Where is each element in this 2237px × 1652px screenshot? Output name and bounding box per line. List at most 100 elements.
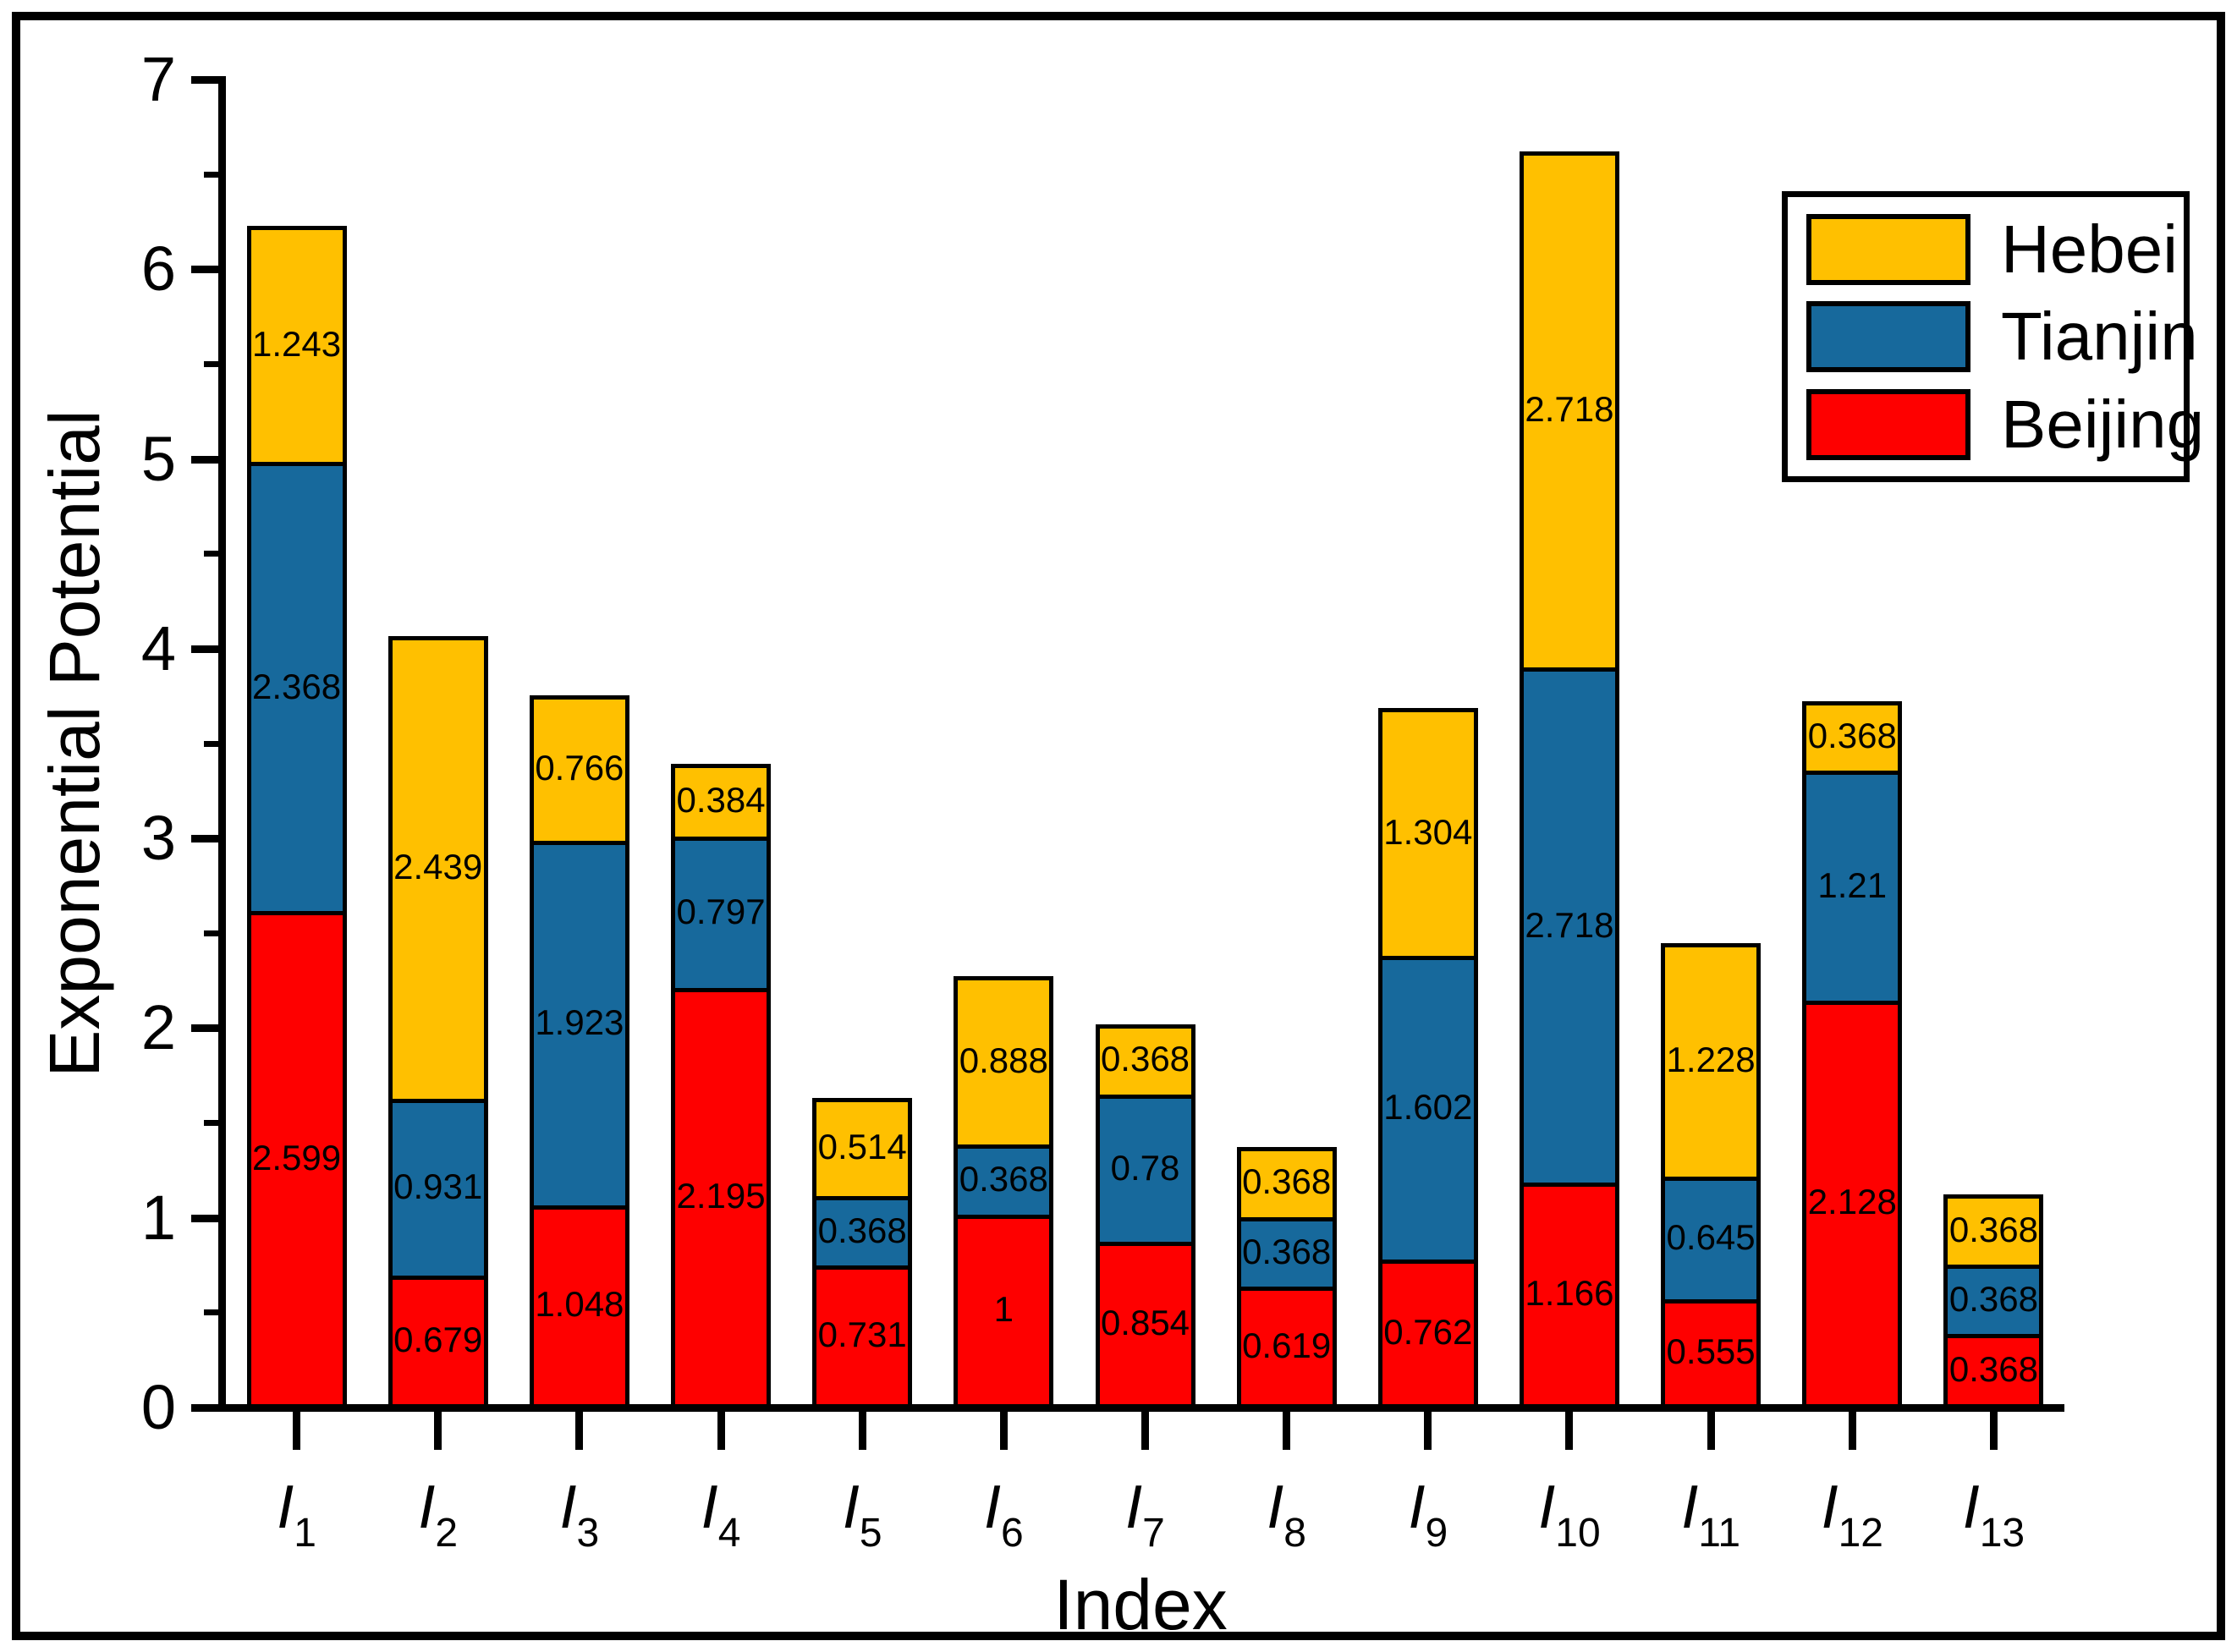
x-category-label: I1 (277, 1474, 316, 1556)
bar-segment-label: 0.766 (535, 747, 624, 788)
x-category-label: I12 (1821, 1474, 1883, 1556)
bar-segment-label: 0.368 (817, 1210, 907, 1250)
x-category-label: I11 (1681, 1474, 1741, 1556)
x-tick (1848, 1412, 1856, 1450)
bar-segment-hebei (1377, 708, 1478, 960)
legend: Hebei Tianjin Beijing (1782, 191, 2204, 482)
legend-row-hebei: Hebei (1806, 209, 2184, 290)
bar-segment-tianjin (671, 836, 772, 992)
y-axis-spine (218, 76, 226, 1412)
bar-segment-label: 2.128 (1807, 1182, 1897, 1222)
y-tick-label: 6 (140, 233, 176, 305)
bar-segment-label: 1.304 (1383, 811, 1473, 852)
bar-segment-hebei (1661, 943, 1762, 1181)
bar-segment-label: 0.645 (1666, 1217, 1756, 1258)
bar-segment-label: 0.555 (1666, 1331, 1756, 1371)
bar-segment-tianjin (1095, 1094, 1195, 1247)
bar-segment-hebei (1943, 1194, 2044, 1269)
bar-segment-label: 0.854 (1100, 1303, 1190, 1343)
bar-segment-beijing (529, 1205, 629, 1408)
x-category-label: I13 (1962, 1474, 2025, 1556)
bar-segment-tianjin (246, 461, 347, 916)
x-tick (999, 1412, 1008, 1450)
bar-segment-hebei (246, 226, 347, 466)
bar-segment-label: 0.368 (1948, 1348, 2038, 1389)
x-tick (434, 1412, 442, 1450)
x-tick (717, 1412, 725, 1450)
bar-segment-label: 0.931 (393, 1166, 483, 1207)
y-minor-tick (204, 930, 218, 936)
x-tick (293, 1412, 301, 1450)
x-category-label: I6 (983, 1474, 1024, 1556)
y-minor-tick (204, 551, 218, 557)
x-tick (1424, 1412, 1432, 1450)
bar-segment-tianjin (1519, 667, 1619, 1188)
bar-segment-hebei (1236, 1147, 1337, 1221)
y-major-tick (191, 76, 218, 84)
legend-label: Tianjin (2001, 299, 2198, 374)
y-minor-tick (204, 360, 218, 367)
bar-segment-beijing (1802, 1000, 1903, 1408)
bar-segment-hebei (1519, 151, 1619, 672)
y-minor-tick (204, 740, 218, 747)
bar-segment-hebei (671, 763, 772, 841)
x-category-label: I8 (1267, 1474, 1306, 1556)
bar-segment-label: 2.195 (676, 1175, 766, 1216)
bar-segment-label: 0.888 (959, 1040, 1048, 1080)
bar-segment-label: 0.619 (1242, 1325, 1332, 1365)
legend-row-tianjin: Tianjin (1806, 296, 2198, 377)
bar-segment-label: 0.368 (959, 1159, 1048, 1199)
y-tick-label: 2 (140, 992, 176, 1063)
bar-segment-label: 0.78 (1110, 1147, 1180, 1188)
y-tick-label: 7 (140, 44, 176, 114)
bar-segment-beijing (246, 911, 347, 1408)
bar-segment-beijing (1236, 1287, 1337, 1408)
bar-segment-label: 0.368 (1948, 1209, 2038, 1249)
bar-segment-label: 0.368 (1242, 1231, 1332, 1271)
bar-segment-label: 1.602 (1383, 1087, 1473, 1128)
bar-segment-tianjin (1661, 1176, 1762, 1303)
bar-segment-beijing (1095, 1242, 1195, 1408)
y-tick-label: 0 (140, 1372, 176, 1442)
bar-segment-label: 0.384 (676, 779, 766, 820)
bar-segment-tianjin (387, 1098, 488, 1280)
bar-segment-label: 0.368 (1948, 1279, 2038, 1320)
y-minor-tick (204, 1309, 218, 1316)
x-category-label: I2 (418, 1474, 459, 1556)
x-tick (1283, 1412, 1291, 1450)
bar-segment-beijing (671, 987, 772, 1408)
bar-segment-label: 1 (993, 1288, 1014, 1329)
x-tick (858, 1412, 866, 1450)
bar-segment-hebei (1095, 1024, 1195, 1099)
legend-label: Hebei (2001, 211, 2179, 287)
bar-segment-label: 0.762 (1383, 1311, 1473, 1352)
legend-swatch-hebei (1806, 213, 1970, 285)
bar-segment-label: 1.923 (535, 1002, 624, 1043)
bar-segment-label: 2.718 (1525, 389, 1614, 430)
x-category-label: I4 (701, 1474, 741, 1556)
x-category-label: I10 (1538, 1474, 1601, 1556)
bar-segment-label: 1.21 (1817, 865, 1888, 906)
bar-segment-label: 0.731 (817, 1314, 907, 1355)
legend-swatch-tianjin (1806, 301, 1970, 372)
x-tick (1707, 1412, 1715, 1450)
legend-label: Beijing (2001, 386, 2205, 462)
bar-segment-label: 1.243 (252, 323, 342, 364)
bar-segment-label: 0.368 (1100, 1039, 1190, 1079)
y-tick-label: 1 (140, 1182, 176, 1253)
y-minor-tick (204, 1120, 218, 1127)
y-minor-tick (204, 171, 218, 178)
bar-segment-label: 2.439 (393, 847, 483, 887)
bar-segment-label: 2.368 (252, 666, 342, 706)
y-major-tick (191, 645, 218, 653)
y-major-tick (191, 266, 218, 274)
bar-segment-hebei (529, 694, 629, 845)
y-major-tick (191, 1214, 218, 1222)
x-category-label: I5 (842, 1474, 882, 1556)
bar-segment-label: 0.797 (676, 892, 766, 932)
bar-segment-tianjin (1377, 955, 1478, 1265)
bar-segment-label: 0.514 (817, 1126, 907, 1166)
legend-row-beijing: Beijing (1806, 384, 2204, 465)
bar-segment-label: 2.599 (252, 1137, 342, 1177)
x-tick (1141, 1412, 1149, 1450)
